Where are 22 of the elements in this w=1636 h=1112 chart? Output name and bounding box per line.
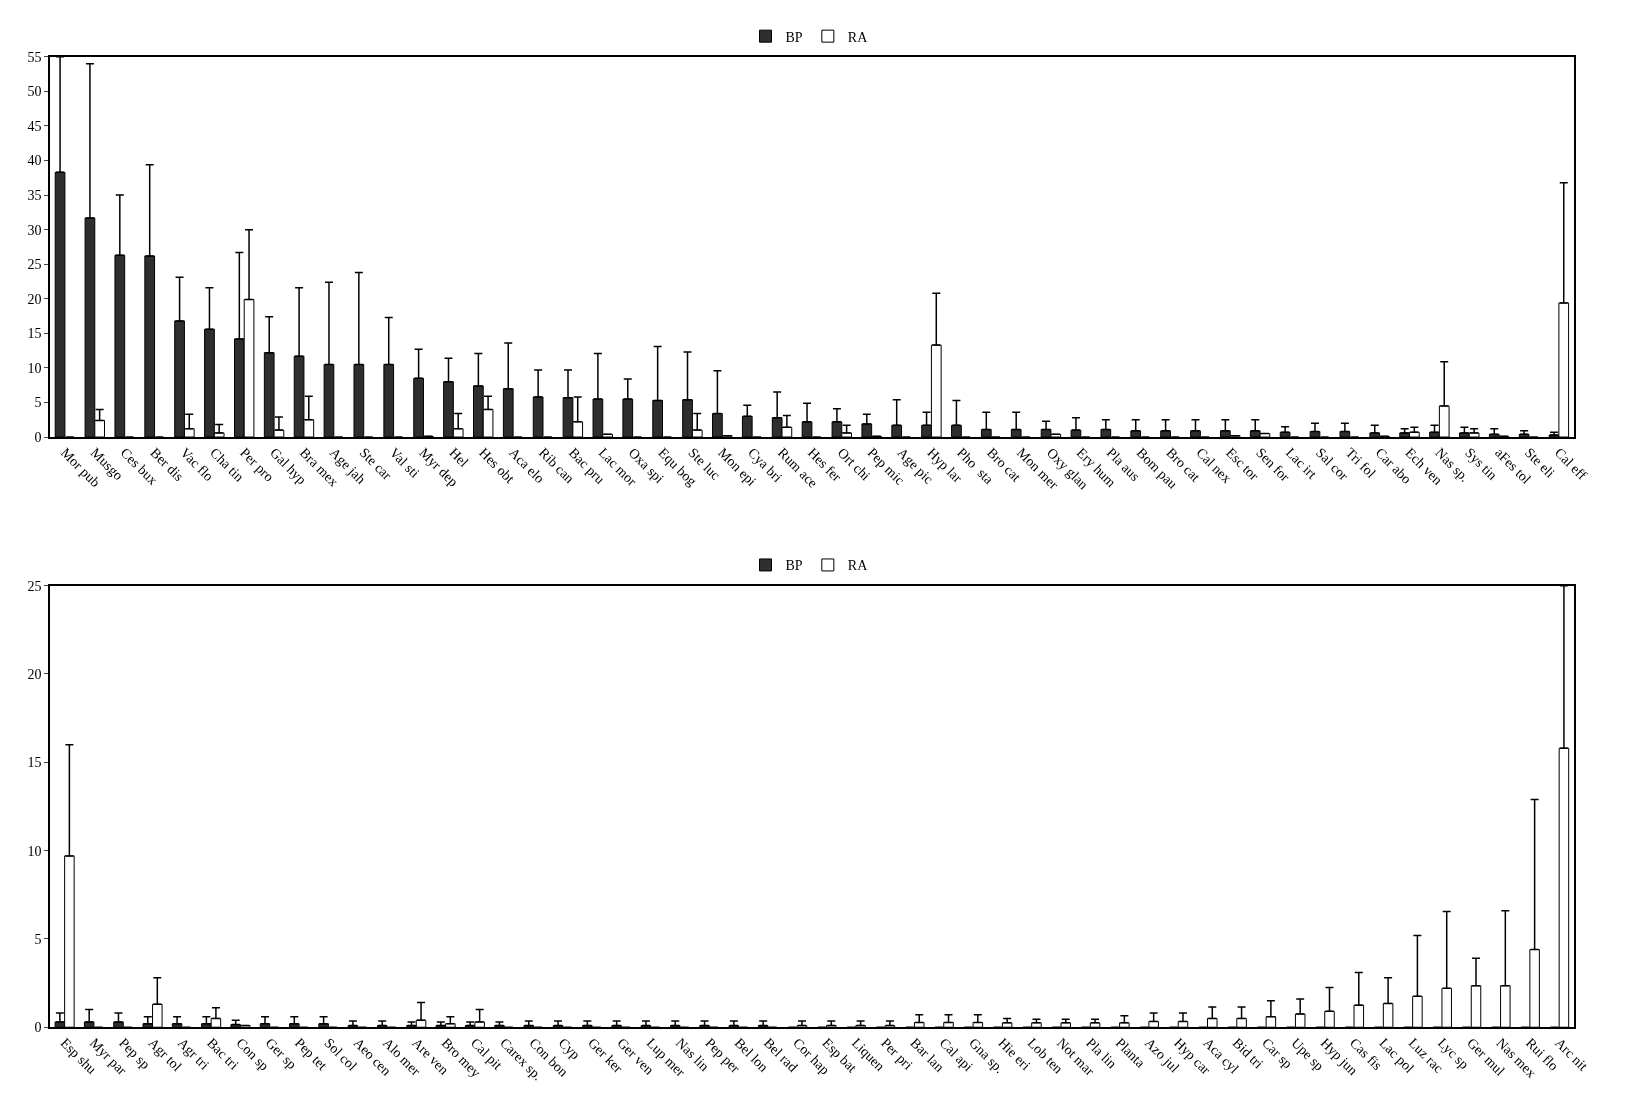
y-tick-label: 30: [27, 222, 42, 238]
legend-label: RA: [847, 558, 869, 574]
y-tick-label: 5: [34, 931, 42, 947]
y-tick-label: 25: [27, 578, 42, 594]
y-tick-label: 0: [34, 429, 42, 445]
y-tick-label: 50: [27, 84, 42, 100]
y-tick-label: 10: [27, 843, 42, 859]
y-tick-label: 10: [27, 360, 42, 376]
y-tick-label: 20: [27, 666, 42, 682]
y-tick-label: 35: [27, 188, 42, 203]
y-tick-label: 25: [27, 257, 42, 273]
legend-label: BP: [785, 558, 803, 574]
y-tick-label: 55: [27, 49, 42, 65]
y-tick-label: 15: [27, 755, 42, 771]
y-tick-label: 40: [27, 153, 42, 169]
legend-label: RA: [847, 29, 869, 45]
y-tick-label: 0: [34, 1020, 42, 1036]
legend-label: BP: [785, 29, 803, 45]
y-tick-label: 20: [27, 291, 42, 307]
y-tick-label: 5: [34, 395, 42, 411]
y-tick-label: 15: [27, 326, 42, 342]
y-tick-label: 45: [27, 118, 42, 134]
